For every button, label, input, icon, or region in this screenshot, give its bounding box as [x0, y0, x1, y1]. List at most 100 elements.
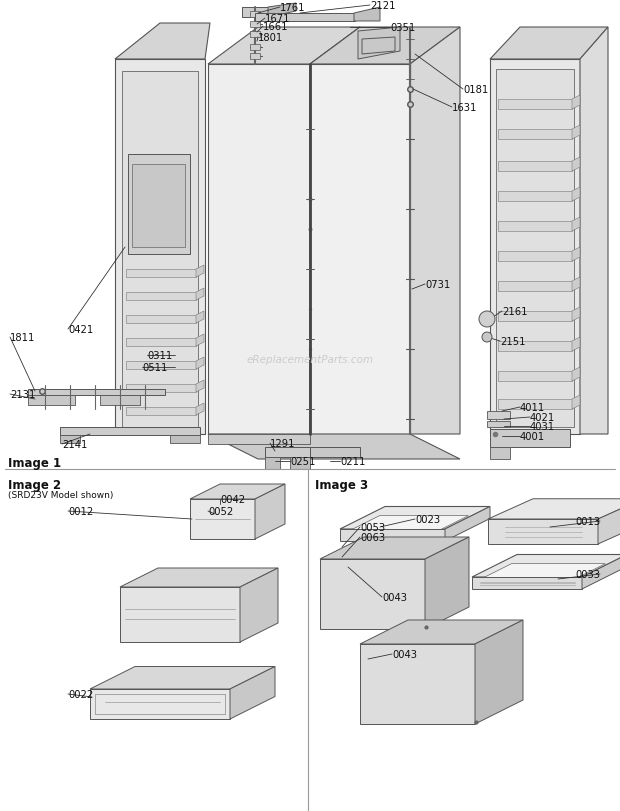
- Text: 4031: 4031: [530, 422, 555, 431]
- Polygon shape: [472, 555, 620, 577]
- Circle shape: [479, 311, 495, 328]
- Polygon shape: [572, 307, 580, 322]
- Polygon shape: [290, 457, 310, 470]
- Polygon shape: [490, 60, 580, 435]
- Polygon shape: [572, 337, 580, 351]
- Polygon shape: [208, 65, 310, 435]
- Text: 4001: 4001: [520, 431, 545, 441]
- Polygon shape: [498, 130, 572, 139]
- Polygon shape: [196, 358, 204, 370]
- Polygon shape: [358, 28, 400, 60]
- Text: 1801: 1801: [258, 33, 283, 43]
- Polygon shape: [268, 4, 296, 18]
- Polygon shape: [250, 32, 260, 38]
- Polygon shape: [255, 14, 355, 22]
- Text: 0421: 0421: [68, 324, 93, 335]
- Polygon shape: [60, 427, 200, 436]
- Polygon shape: [126, 362, 196, 370]
- Polygon shape: [498, 221, 572, 232]
- Polygon shape: [498, 400, 572, 410]
- Polygon shape: [115, 60, 205, 435]
- Text: 0181: 0181: [463, 85, 489, 95]
- Polygon shape: [120, 587, 240, 642]
- Polygon shape: [208, 435, 460, 460]
- Polygon shape: [250, 12, 260, 18]
- Polygon shape: [126, 407, 196, 415]
- Text: 0043: 0043: [392, 649, 417, 659]
- Text: 0063: 0063: [360, 532, 385, 543]
- Text: 2131: 2131: [10, 389, 35, 400]
- Polygon shape: [126, 315, 196, 324]
- Polygon shape: [498, 311, 572, 322]
- Polygon shape: [240, 569, 278, 642]
- Polygon shape: [488, 499, 620, 519]
- Polygon shape: [310, 28, 460, 65]
- Polygon shape: [498, 162, 572, 172]
- Polygon shape: [425, 538, 469, 629]
- Polygon shape: [490, 28, 608, 60]
- Text: 0013: 0013: [575, 517, 600, 526]
- Text: 0351: 0351: [390, 23, 415, 33]
- Polygon shape: [196, 380, 204, 393]
- Polygon shape: [28, 389, 165, 396]
- Text: 0043: 0043: [382, 592, 407, 603]
- Polygon shape: [496, 70, 574, 427]
- Polygon shape: [208, 28, 360, 65]
- Polygon shape: [572, 277, 580, 292]
- Text: eReplacementParts.com: eReplacementParts.com: [246, 354, 374, 365]
- Text: 2141: 2141: [62, 440, 87, 449]
- Text: 2151: 2151: [500, 337, 526, 346]
- Text: 0033: 0033: [575, 569, 600, 579]
- Text: 1291: 1291: [270, 439, 296, 448]
- Polygon shape: [196, 311, 204, 324]
- Text: 2121: 2121: [370, 1, 396, 11]
- Text: 4021: 4021: [530, 413, 556, 423]
- Text: 0042: 0042: [220, 495, 245, 504]
- Polygon shape: [250, 45, 260, 51]
- Polygon shape: [196, 404, 204, 415]
- Polygon shape: [572, 188, 580, 202]
- Polygon shape: [126, 293, 196, 301]
- Polygon shape: [310, 65, 410, 435]
- Polygon shape: [250, 54, 260, 60]
- Polygon shape: [572, 126, 580, 139]
- Text: 0731: 0731: [425, 280, 450, 290]
- Polygon shape: [196, 289, 204, 301]
- Polygon shape: [498, 281, 572, 292]
- Polygon shape: [487, 411, 510, 419]
- Text: 1671: 1671: [265, 14, 291, 24]
- Text: 4011: 4011: [520, 402, 545, 413]
- Polygon shape: [265, 457, 280, 470]
- Polygon shape: [170, 436, 200, 444]
- Text: 0052: 0052: [208, 506, 233, 517]
- Text: 1811: 1811: [10, 333, 35, 342]
- Text: 0053: 0053: [360, 522, 385, 532]
- Polygon shape: [580, 28, 608, 435]
- Text: Image 1: Image 1: [8, 457, 61, 470]
- Polygon shape: [196, 335, 204, 346]
- Text: 0211: 0211: [340, 457, 365, 466]
- Polygon shape: [360, 620, 523, 644]
- Polygon shape: [196, 266, 204, 277]
- Polygon shape: [362, 38, 395, 55]
- Polygon shape: [488, 519, 598, 544]
- Polygon shape: [190, 500, 255, 539]
- Polygon shape: [60, 436, 80, 444]
- Text: 0022: 0022: [68, 689, 93, 699]
- Polygon shape: [572, 396, 580, 410]
- Text: 0511: 0511: [142, 363, 167, 372]
- Polygon shape: [310, 28, 360, 435]
- Text: 2161: 2161: [502, 307, 528, 316]
- Polygon shape: [122, 72, 198, 427]
- Text: Image 2: Image 2: [8, 478, 61, 491]
- Polygon shape: [487, 422, 510, 427]
- Polygon shape: [320, 538, 469, 560]
- Polygon shape: [498, 251, 572, 262]
- Polygon shape: [208, 435, 310, 444]
- Polygon shape: [572, 367, 580, 381]
- Polygon shape: [100, 396, 140, 406]
- Polygon shape: [498, 191, 572, 202]
- Text: 0251: 0251: [290, 457, 316, 466]
- Polygon shape: [472, 577, 582, 590]
- Polygon shape: [490, 430, 570, 448]
